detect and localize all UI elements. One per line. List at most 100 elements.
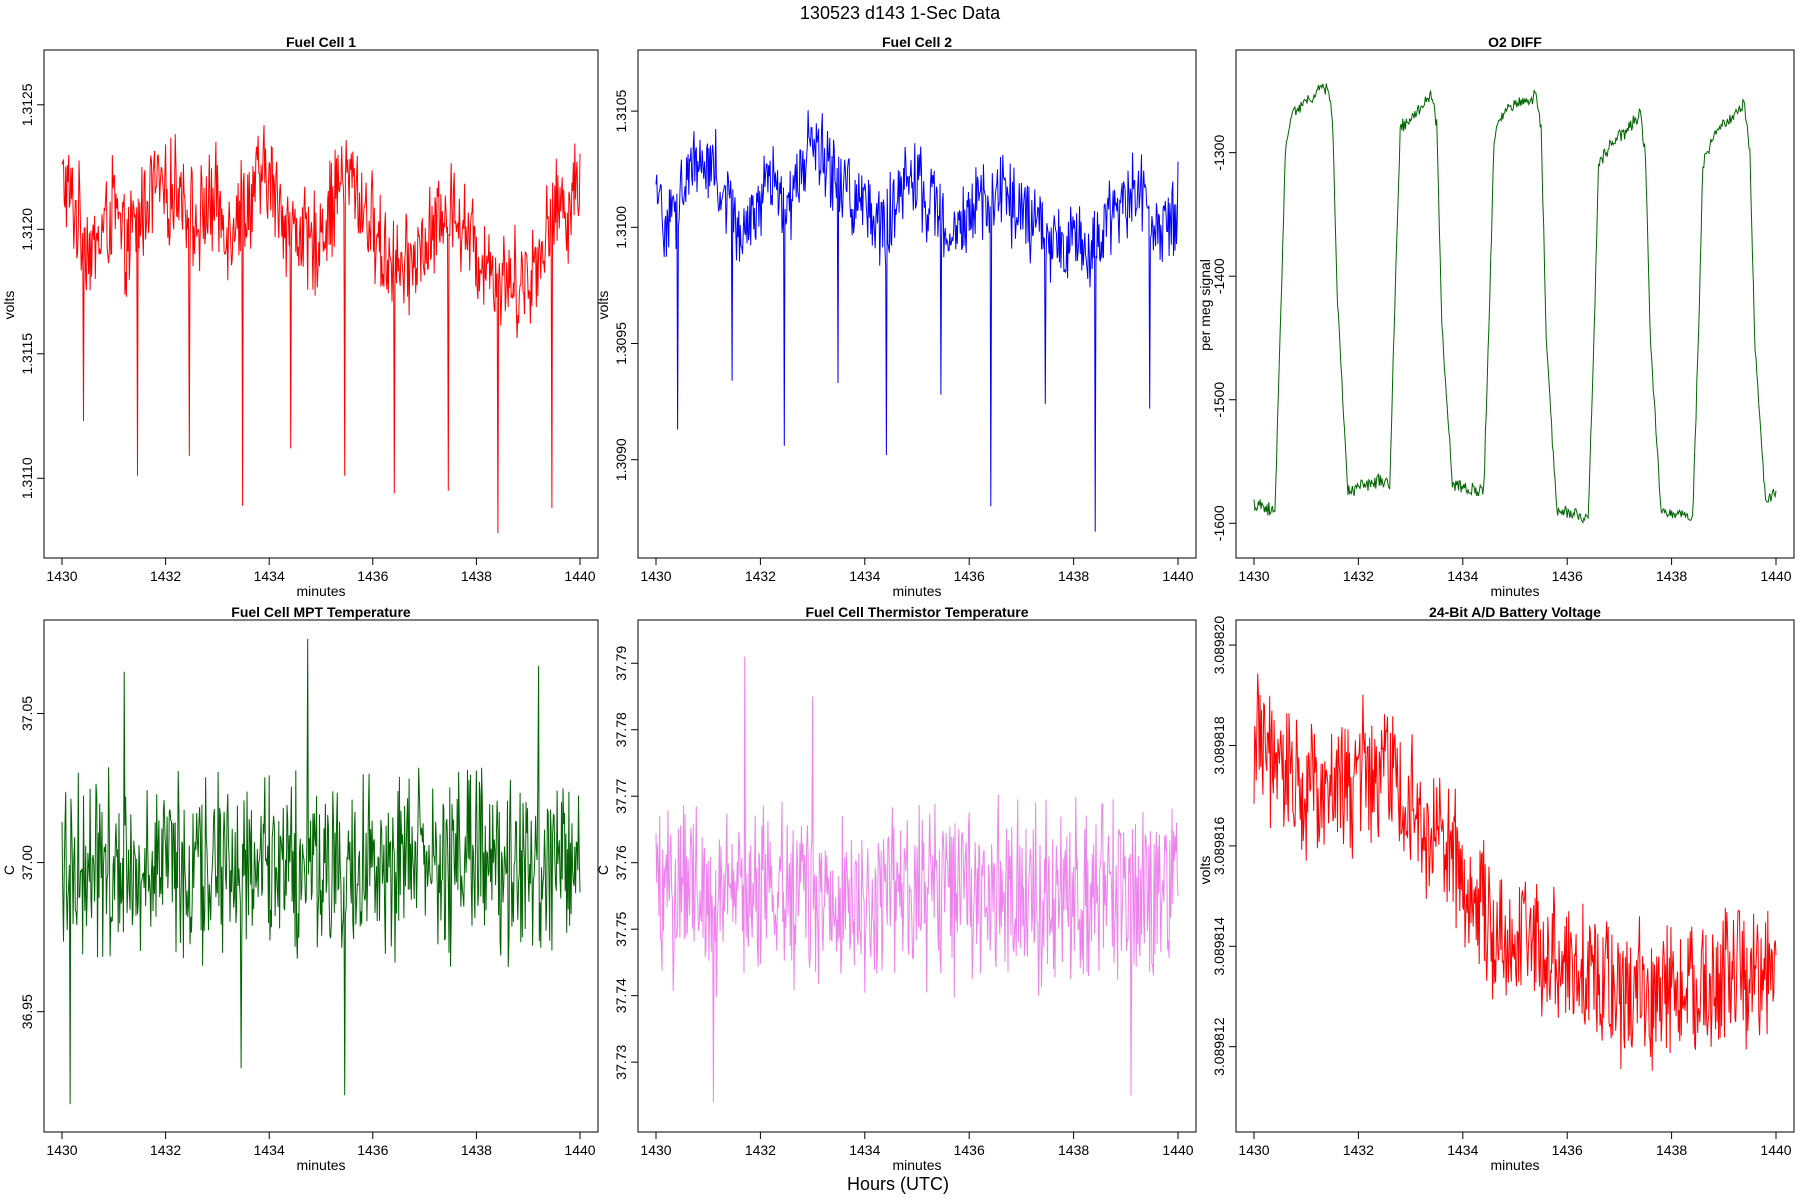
panel-3-xlabel: minutes xyxy=(1490,583,1539,599)
panel-1-xtick-label-2: 1434 xyxy=(254,568,285,584)
panel-4-xtick-label-5: 1440 xyxy=(564,1142,595,1158)
panel-1-xtick-label-5: 1440 xyxy=(564,568,595,584)
panel-3-xtick-label-5: 1440 xyxy=(1760,568,1791,584)
panel-2-frame xyxy=(637,49,1197,559)
panel-1-ylabel: volts xyxy=(1,291,17,320)
panel-2-xlabel: minutes xyxy=(892,583,941,599)
panel-2-xtick-label-1: 1432 xyxy=(745,568,776,584)
panel-3-ytick-label-1: -1500 xyxy=(1211,382,1227,418)
panel-2-series-line xyxy=(655,110,1179,532)
panel-5-xtick-label-1: 1432 xyxy=(745,1142,776,1158)
panel-2: Fuel Cell 2 1430 1432 1434 1436 1438 1440 minut… xyxy=(595,34,1197,599)
panel-4-xtick-label-3: 1436 xyxy=(357,1142,388,1158)
panel-6-ytick-label-4: 3.089820 xyxy=(1211,616,1227,675)
panel-5-xtick-label-5: 1440 xyxy=(1162,1142,1193,1158)
panel-5-xtick-label-0: 1430 xyxy=(640,1142,671,1158)
panel-3-frame xyxy=(1235,49,1795,559)
panel-3-ytick-label-0: -1600 xyxy=(1211,505,1227,541)
panel-2-xtick-label-0: 1430 xyxy=(640,568,671,584)
panel-1-frame xyxy=(43,49,599,559)
panel-2-ylabel: volts xyxy=(595,291,611,320)
panel-3-xtick-label-4: 1438 xyxy=(1656,568,1687,584)
panel-2-xtick-label-5: 1440 xyxy=(1162,568,1193,584)
panel-1-ytick-label-0: 1.3110 xyxy=(19,457,35,499)
panel-6-xtick-label-1: 1432 xyxy=(1343,1142,1374,1158)
panel-1-xtick-label-3: 1436 xyxy=(357,568,388,584)
figure-xlabel: Hours (UTC) xyxy=(847,1174,949,1194)
panel-4-xlabel: minutes xyxy=(296,1157,345,1173)
panel-3-ytick-label-3: -1300 xyxy=(1211,135,1227,171)
panel-2-xtick-label-3: 1436 xyxy=(954,568,985,584)
panel-3: O2 DIFF 1430 1432 1434 1436 1438 1440 minutes -1… xyxy=(1197,34,1795,599)
panel-2-title: Fuel Cell 2 xyxy=(882,34,952,50)
panel-4-title: Fuel Cell MPT Temperature xyxy=(231,604,411,620)
panel-5-ytick-label-2: 37.75 xyxy=(613,911,629,946)
panel-5-xlabel: minutes xyxy=(892,1157,941,1173)
panel-3-xtick-label-1: 1432 xyxy=(1343,568,1374,584)
panel-3-ytick-label-2: -1400 xyxy=(1211,258,1227,294)
panel-4-xtick-label-0: 1430 xyxy=(46,1142,77,1158)
panel-6-ylabel: volts xyxy=(1197,856,1213,885)
panels: Fuel Cell 1 1430 1432 1434 1436 1438 1440 minut… xyxy=(1,34,1795,1173)
panel-4: Fuel Cell MPT Temperature 1430 1432 1434 143… xyxy=(1,604,599,1173)
figure-title: 130523 d143 1-Sec Data xyxy=(800,3,1001,23)
panel-5-ytick-label-4: 37.77 xyxy=(613,778,629,813)
panel-4-xtick-label-1: 1432 xyxy=(150,1142,181,1158)
panel-2-ytick-label-3: 1.3105 xyxy=(613,90,629,133)
panel-1-xtick-label-0: 1430 xyxy=(46,568,77,584)
panel-6-xtick-label-3: 1436 xyxy=(1552,1142,1583,1158)
panel-6-xtick-label-4: 1438 xyxy=(1656,1142,1687,1158)
panel-6-ytick-label-2: 3.089816 xyxy=(1211,816,1227,875)
panel-5: Fuel Cell Thermistor Temperature 1430 1432… xyxy=(595,604,1197,1173)
panel-6-ytick-label-0: 3.089812 xyxy=(1211,1017,1227,1076)
panel-6-xtick-label-5: 1440 xyxy=(1760,1142,1791,1158)
panel-6-xtick-label-2: 1434 xyxy=(1447,1142,1478,1158)
panel-2-ytick-label-0: 1.3090 xyxy=(613,438,629,481)
panel-4-xtick-label-4: 1438 xyxy=(461,1142,492,1158)
panel-1-ytick-label-1: 1.3115 xyxy=(19,333,35,375)
panel-6-ytick-label-3: 3.089818 xyxy=(1211,716,1227,775)
panel-5-ylabel: C xyxy=(595,865,611,875)
panel-5-series-line xyxy=(655,656,1179,1103)
panel-1-ytick-label-2: 1.3120 xyxy=(19,208,35,251)
panel-5-ytick-label-6: 37.79 xyxy=(613,646,629,681)
panel-3-title: O2 DIFF xyxy=(1488,34,1542,50)
panel-3-series-line xyxy=(1253,83,1777,524)
panel-1-xtick-label-1: 1432 xyxy=(150,568,181,584)
panel-3-xtick-label-0: 1430 xyxy=(1238,568,1269,584)
panel-2-xtick-label-2: 1434 xyxy=(849,568,880,584)
panel-1-ytick-label-3: 1.3125 xyxy=(19,83,35,126)
panel-6-ytick-label-1: 3.089814 xyxy=(1211,917,1227,976)
panel-5-xtick-label-4: 1438 xyxy=(1058,1142,1089,1158)
panel-2-ytick-label-2: 1.3100 xyxy=(613,206,629,249)
panel-1-xlabel: minutes xyxy=(296,583,345,599)
panel-4-xtick-label-2: 1434 xyxy=(254,1142,285,1158)
panel-4-frame xyxy=(43,619,599,1133)
panel-3-xtick-label-2: 1434 xyxy=(1447,568,1478,584)
panel-2-ytick-label-1: 1.3095 xyxy=(613,322,629,365)
panel-4-ytick-label-2: 37.05 xyxy=(19,696,35,731)
panel-5-ytick-label-1: 37.74 xyxy=(613,978,629,1013)
panel-4-series-line xyxy=(61,638,581,1105)
panel-6-frame xyxy=(1235,619,1795,1133)
panel-5-xtick-label-2: 1434 xyxy=(849,1142,880,1158)
panel-5-ytick-label-0: 37.73 xyxy=(613,1044,629,1079)
panel-4-ytick-label-0: 36.95 xyxy=(19,994,35,1029)
panel-3-ylabel: per meg signal xyxy=(1197,259,1213,351)
panel-3-xtick-label-3: 1436 xyxy=(1552,568,1583,584)
panel-1-title: Fuel Cell 1 xyxy=(286,34,356,50)
panel-1: Fuel Cell 1 1430 1432 1434 1436 1438 1440 minut… xyxy=(1,34,599,599)
panel-6-xtick-label-0: 1430 xyxy=(1238,1142,1269,1158)
panel-6-series-line xyxy=(1253,673,1777,1071)
panel-5-frame xyxy=(637,619,1197,1133)
panel-1-xtick-label-4: 1438 xyxy=(461,568,492,584)
panel-5-ytick-label-3: 37.76 xyxy=(613,845,629,880)
panel-6: 24-Bit A/D Battery Voltage 1430 1432 1434 14… xyxy=(1197,604,1795,1173)
panel-1-series-line xyxy=(61,125,581,534)
panel-4-ylabel: C xyxy=(1,865,17,875)
panel-6-title: 24-Bit A/D Battery Voltage xyxy=(1429,604,1601,620)
panel-2-xtick-label-4: 1438 xyxy=(1058,568,1089,584)
panel-6-xlabel: minutes xyxy=(1490,1157,1539,1173)
panel-5-xtick-label-3: 1436 xyxy=(954,1142,985,1158)
